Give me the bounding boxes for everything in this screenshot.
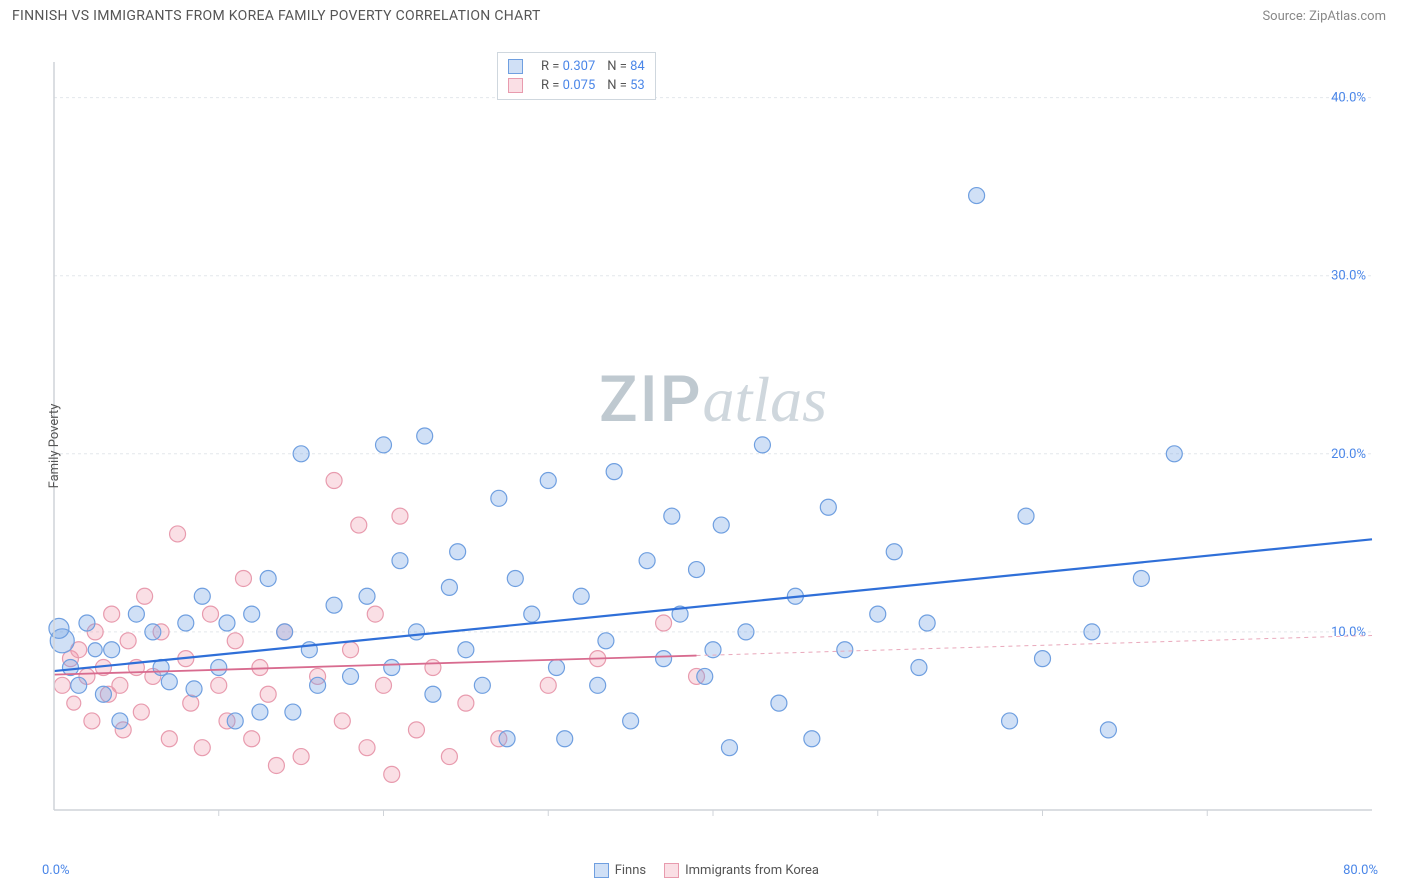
source-link[interactable]: ZipAtlas.com [1309, 9, 1386, 24]
svg-text:20.0%: 20.0% [1331, 447, 1366, 462]
source-label: Source: [1262, 9, 1305, 24]
x-axis-min-label: 0.0% [0, 863, 70, 878]
legend-label: Finns [615, 863, 646, 878]
chart-container: Family Poverty 10.0% 20.0% 30.0% 40.0% ZIPat… [42, 52, 1386, 840]
y-axis-label: Family Poverty [47, 404, 62, 489]
legend-n-label: N = 84 [607, 59, 644, 74]
x-axis-max-label: 80.0% [1343, 863, 1406, 878]
legend-swatch [508, 78, 523, 93]
legend-swatch [664, 863, 679, 878]
legend-item: Immigrants from Korea [664, 863, 819, 878]
series-legend: Finns Immigrants from Korea [594, 863, 819, 878]
svg-text:ZIPatlas: ZIPatlas [599, 362, 827, 437]
legend-item: Finns [594, 863, 646, 878]
legend-swatch [508, 59, 523, 74]
page-title: FINNISH VS IMMIGRANTS FROM KOREA FAMILY … [12, 8, 541, 24]
scatter-chart: 10.0% 20.0% 30.0% 40.0% ZIPatlas [42, 52, 1386, 840]
svg-text:40.0%: 40.0% [1331, 91, 1366, 106]
legend-swatch [594, 863, 609, 878]
source-attribution: Source: ZipAtlas.com [1262, 9, 1386, 24]
svg-text:10.0%: 10.0% [1331, 625, 1366, 640]
legend-n-label: N = 53 [607, 78, 644, 93]
legend-r-label: R = 0.307 [541, 59, 595, 74]
x-axis-legend: 0.0% Finns Immigrants from Korea 80.0% [0, 863, 1406, 878]
svg-text:30.0%: 30.0% [1331, 269, 1366, 284]
legend-label: Immigrants from Korea [685, 863, 819, 878]
correlation-legend: R = 0.307 N = 84 R = 0.075 N = 53 [497, 52, 656, 100]
legend-r-label: R = 0.075 [541, 78, 595, 93]
legend-row: R = 0.075 N = 53 [508, 76, 645, 95]
legend-row: R = 0.307 N = 84 [508, 57, 645, 76]
